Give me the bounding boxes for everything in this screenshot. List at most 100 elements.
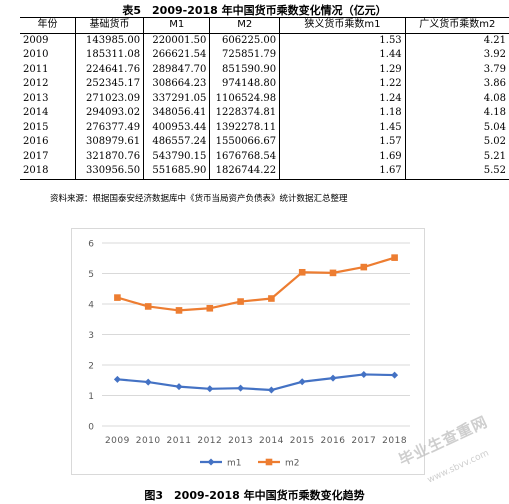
header-broad-multiplier: 广义货币乘数m2 [404,17,509,33]
y-tick-label: 3 [88,331,94,341]
data-point-m2 [114,294,121,301]
cell-base-money: 308979.61 [74,135,144,150]
multiplier-line-chart: 0 1 2 3 4 5 6 2009 2010 2011 2012 2013 2014 2015 2016 2… [88,240,410,469]
money-multiplier-table: 年份 基础货币 M1 M2 狭义货币乘数m1 广义货币乘数m2 2009 1439… [20,17,509,180]
cell-year: 2011 [23,63,49,75]
x-tick-label: 2011 [167,436,192,446]
data-point-m2 [298,268,306,276]
data-point-m2 [175,307,183,314]
header-m1: M1 [143,17,210,33]
cell-m2: 1392278.11 [209,120,280,135]
table-row: 2013 271023.09 337291.05 1106524.98 1.24 4.08 [20,91,509,106]
cell-year: 2009 [23,34,49,46]
data-point-m1 [175,383,183,391]
cell-narrow-multiplier: 1.24 [279,91,406,106]
figure-caption: 图3 2009-2018 年中国货币乘数变化趋势 [144,489,365,502]
cell-m2: 851590.90 [209,62,280,77]
legend-label: m2 [285,459,300,469]
cell-m1: 486557.24 [143,135,210,150]
cell-narrow-multiplier: 1.44 [279,48,406,63]
table-row: 2011 224641.76 289847.70 851590.90 1.29 3.79 [20,62,509,77]
cell-base-money: 294093.02 [74,106,144,121]
data-point-m2 [237,298,244,305]
cell-m1: 400953.44 [143,120,210,135]
cell-m1: 220001.50 [143,33,210,48]
data-point-m1 [360,370,368,378]
header-base-money: 基础货币 [74,17,144,33]
y-tick-label: 2 [88,362,94,372]
cell-broad-multiplier: 4.08 [404,91,509,106]
x-tick-label: 2010 [136,436,161,446]
cell-m2: 1826744.22 [209,164,280,179]
y-tick-label: 6 [88,240,94,250]
cell-narrow-multiplier: 1.57 [279,135,406,150]
cell-m2: 974148.80 [209,77,280,92]
cell-narrow-multiplier: 1.69 [279,149,406,164]
cell-broad-multiplier: 4.21 [404,33,509,48]
cell-m1: 308664.23 [143,77,210,92]
table-row: 2015 276377.49 400953.44 1392278.11 1.45 5.04 [20,120,509,135]
cell-m1: 266621.54 [143,48,210,63]
cell-m1: 543790.15 [143,149,210,164]
cell-m1: 337291.05 [143,91,210,106]
cell-narrow-multiplier: 1.53 [279,33,406,48]
cell-year: 2015 [23,121,49,133]
table-row: 2016 308979.61 486557.24 1550066.67 1.57 5.02 [20,135,509,150]
cell-base-money: 224641.76 [74,62,144,77]
series-line-m1 [117,373,395,392]
table-row: 2014 294093.02 348056.41 1228374.81 1.18 4.18 [20,106,509,121]
y-tick-label: 4 [88,301,94,311]
cell-narrow-multiplier: 1.18 [279,106,406,121]
chart-container: 0 1 2 3 4 5 6 2009 2010 2011 2012 2013 2014 2015 2016 2… [71,228,425,475]
legend-marker-m1 [207,458,215,466]
table-body: 2009 143985.00 220001.50 606225.00 1.53 4.21 2… [20,33,509,179]
cell-base-money: 271023.09 [74,91,144,106]
cell-year: 2014 [23,107,49,118]
data-point-m1 [237,384,245,392]
data-point-m2 [329,269,337,277]
table-row: 2009 143985.00 220001.50 606225.00 1.53 4.21 [20,33,509,48]
data-point-m1 [329,374,337,382]
data-point-m1 [298,378,306,386]
data-point-m2 [360,263,368,271]
data-point-m1 [113,375,121,383]
cell-broad-multiplier: 5.52 [404,164,509,179]
cell-base-money: 321870.76 [74,149,144,164]
cell-year: 2010 [23,49,49,60]
y-tick-label: 0 [88,423,94,433]
legend-label: m1 [227,459,242,469]
cell-year: 2012 [23,78,49,89]
cell-broad-multiplier: 4.18 [404,106,509,121]
cell-broad-multiplier: 3.79 [404,62,509,77]
x-tick-label: 2013 [228,436,253,446]
legend-marker-m2 [265,458,273,466]
cell-year: 2017 [23,150,49,162]
x-tick-label: 2014 [259,436,284,446]
cell-m2: 606225.00 [209,33,280,48]
cell-m2: 1676768.54 [209,149,280,164]
data-point-m2 [391,254,398,261]
y-tick-label: 5 [88,270,94,280]
source-note: 资料来源：根据国泰安经济数据库中《货币当局资产负债表》统计数据汇总整理 [50,194,348,204]
x-tick-label: 2012 [197,436,222,446]
x-tick-label: 2018 [382,436,407,446]
cell-base-money: 143985.00 [74,33,144,48]
cell-narrow-multiplier: 1.45 [279,120,406,135]
x-tick-label: 2009 [105,436,130,446]
cell-base-money: 330956.50 [74,164,144,179]
table-row: 2018 330956.50 551685.90 1826744.22 1.67 5.52 [20,164,509,179]
cell-m1: 348056.41 [143,106,210,121]
data-point-m1 [267,386,275,394]
series-line-m2 [117,256,395,312]
cell-base-money: 252345.17 [74,77,144,92]
x-tick-label: 2016 [321,436,346,446]
cell-m1: 551685.90 [143,164,210,179]
x-tick-label: 2017 [351,436,376,446]
cell-narrow-multiplier: 1.29 [279,62,406,77]
data-point-m1 [206,385,214,393]
cell-m2: 1228374.81 [209,106,280,121]
data-point-m2 [206,304,214,312]
cell-broad-multiplier: 5.02 [404,135,509,150]
cell-year: 2018 [23,165,49,176]
data-point-m2 [144,303,152,310]
